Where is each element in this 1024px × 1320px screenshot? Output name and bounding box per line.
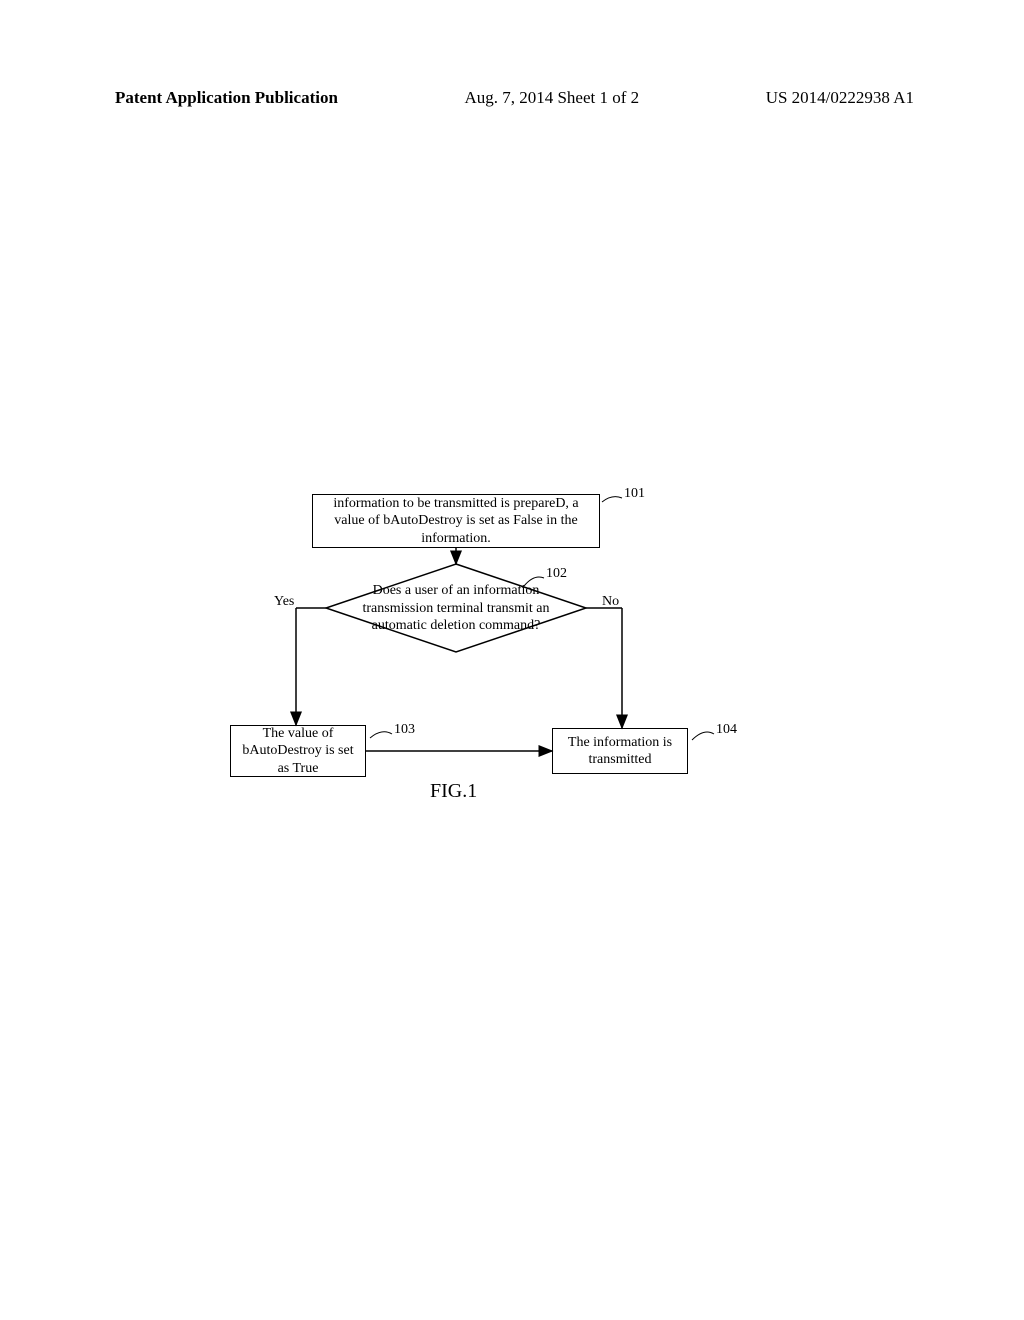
label-yes: Yes — [274, 594, 294, 610]
ref-101: 101 — [624, 486, 645, 502]
figure-label: FIG.1 — [430, 780, 477, 803]
ref-104: 104 — [716, 722, 737, 738]
flowchart-diagram: information to be transmitted is prepare… — [230, 490, 790, 910]
ref-102: 102 — [546, 566, 567, 582]
flowchart-connectors — [230, 490, 790, 910]
header-center: Aug. 7, 2014 Sheet 1 of 2 — [464, 88, 639, 108]
label-no: No — [602, 594, 619, 610]
ref-103: 103 — [394, 722, 415, 738]
header-left: Patent Application Publication — [115, 88, 338, 108]
header-right: US 2014/0222938 A1 — [766, 88, 914, 108]
